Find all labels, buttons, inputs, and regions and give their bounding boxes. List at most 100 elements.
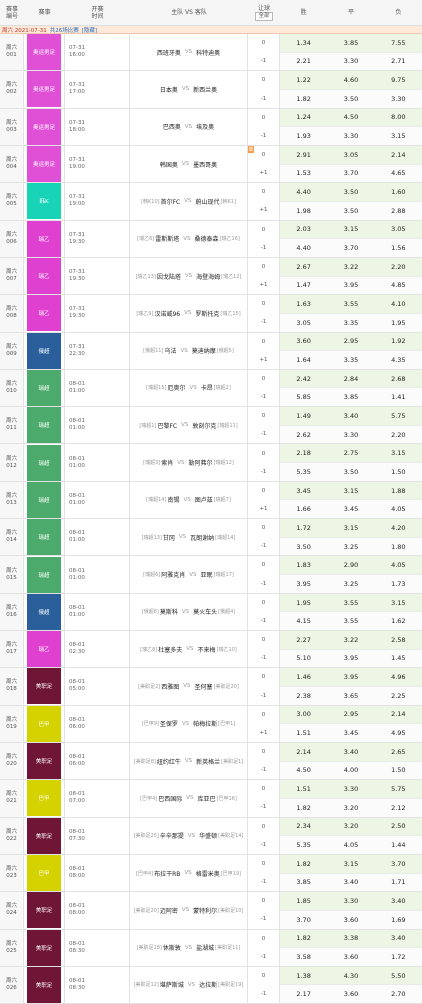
odds-lose[interactable]: 4.05 [374, 556, 422, 575]
away-team[interactable]: 埃及奥 [196, 124, 215, 132]
odds-draw[interactable]: 3.50 [327, 201, 375, 220]
event-badge[interactable]: 美职足 [27, 668, 61, 705]
odds-lose[interactable]: 1.73 [374, 575, 422, 593]
odds-win[interactable]: 1.66 [280, 500, 328, 519]
odds-draw[interactable]: 3.40 [327, 742, 375, 761]
odds-draw[interactable]: 3.45 [327, 724, 375, 742]
away-team[interactable]: 亚眠 [200, 572, 213, 580]
odds-lose[interactable]: 4.95 [374, 724, 422, 742]
odds-win[interactable]: 3.05 [280, 313, 328, 332]
away-team[interactable]: 科特迪奥 [196, 49, 221, 57]
odds-lose[interactable]: 1.41 [374, 388, 422, 407]
odds-lose[interactable]: 2.68 [374, 369, 422, 388]
away-team[interactable]: 莫火车头 [193, 609, 218, 617]
home-team[interactable]: 厄奥尔 [167, 385, 186, 393]
odds-draw[interactable]: 3.70 [327, 239, 375, 257]
event-badge[interactable]: 瑞超 [27, 369, 61, 406]
odds-lose[interactable]: 2.70 [374, 985, 422, 1004]
home-team[interactable]: 纽约红牛 [156, 758, 181, 766]
event-badge[interactable]: 奥运男足 [27, 71, 61, 108]
odds-draw[interactable]: 3.70 [327, 164, 375, 183]
odds-draw[interactable]: 3.65 [327, 686, 375, 705]
odds-win[interactable]: 1.24 [280, 108, 328, 127]
odds-lose[interactable]: 4.96 [374, 668, 422, 686]
odds-lose[interactable]: 4.10 [374, 295, 422, 313]
home-team[interactable]: 堪萨斯城 [159, 982, 184, 990]
odds-draw[interactable]: 3.45 [327, 500, 375, 519]
odds-lose[interactable]: 2.71 [374, 52, 422, 71]
event-badge[interactable]: 俄超 [27, 593, 61, 630]
odds-win[interactable]: 3.60 [280, 332, 328, 351]
away-team[interactable]: 海登海姆 [196, 273, 221, 281]
odds-lose[interactable]: 5.75 [374, 780, 422, 798]
odds-lose[interactable]: 2.58 [374, 631, 422, 649]
odds-win[interactable]: 2.18 [280, 444, 328, 463]
event-badge[interactable]: 巴甲 [27, 855, 61, 892]
away-team[interactable]: 不来梅 [197, 646, 216, 654]
odds-draw[interactable]: 2.95 [327, 705, 375, 724]
odds-win[interactable]: 2.42 [280, 369, 328, 388]
odds-draw[interactable]: 3.60 [327, 948, 375, 966]
away-team[interactable]: 墨西哥奥 [193, 161, 218, 169]
odds-win[interactable]: 2.62 [280, 425, 328, 444]
odds-draw[interactable]: 3.25 [327, 575, 375, 593]
event-badge[interactable]: 瑞乙 [27, 220, 61, 257]
home-team[interactable]: 杜塞多夫 [158, 646, 183, 654]
odds-lose[interactable]: 2.65 [374, 742, 422, 761]
odds-win[interactable]: 1.64 [280, 351, 328, 369]
event-badge[interactable]: 瑞乙 [27, 295, 61, 332]
odds-lose[interactable]: 2.14 [374, 705, 422, 724]
odds-draw[interactable]: 2.84 [327, 369, 375, 388]
event-badge[interactable]: 瑞超 [27, 407, 61, 444]
odds-draw[interactable]: 3.15 [327, 481, 375, 500]
event-badge[interactable]: 奥运男足 [27, 34, 61, 71]
away-team[interactable]: 库亚巴 [197, 795, 216, 803]
odds-lose[interactable]: 2.20 [374, 425, 422, 444]
odds-draw[interactable]: 3.40 [327, 407, 375, 425]
odds-lose[interactable]: 1.92 [374, 332, 422, 351]
odds-win[interactable]: 2.17 [280, 985, 328, 1004]
odds-win[interactable]: 3.50 [280, 537, 328, 556]
odds-draw[interactable]: 3.20 [327, 817, 375, 836]
odds-draw[interactable]: 3.55 [327, 612, 375, 630]
home-team[interactable]: 巴西奥 [162, 124, 181, 132]
event-badge[interactable]: 俄超 [27, 332, 61, 369]
odds-win[interactable]: 1.51 [280, 724, 328, 742]
odds-draw[interactable]: 2.95 [327, 332, 375, 351]
odds-win[interactable]: 1.85 [280, 892, 328, 910]
odds-lose[interactable]: 1.50 [374, 761, 422, 780]
odds-lose[interactable]: 2.88 [374, 201, 422, 220]
home-team[interactable]: 西雅图 [161, 683, 180, 691]
odds-draw[interactable]: 3.50 [327, 463, 375, 481]
odds-win[interactable]: 1.82 [280, 798, 328, 817]
odds-win[interactable]: 1.38 [280, 966, 328, 985]
event-badge[interactable]: 瑞超 [27, 556, 61, 593]
odds-lose[interactable]: 7.55 [374, 34, 422, 52]
odds-lose[interactable]: 3.15 [374, 444, 422, 463]
odds-win[interactable]: 4.50 [280, 761, 328, 780]
home-team[interactable]: 因戈陆塔 [156, 273, 181, 281]
away-team[interactable]: 格雷米奥 [195, 870, 220, 878]
odds-lose[interactable]: 1.69 [374, 910, 422, 929]
odds-win[interactable]: 5.35 [280, 463, 328, 481]
event-badge[interactable]: 奥运男足 [27, 108, 61, 145]
away-team[interactable]: 蒙特利尔 [193, 907, 218, 915]
odds-lose[interactable]: 4.85 [374, 276, 422, 295]
away-team[interactable]: 盐湖城 [196, 945, 215, 953]
odds-win[interactable]: 2.14 [280, 742, 328, 761]
odds-lose[interactable]: 3.40 [374, 929, 422, 948]
odds-win[interactable]: 3.85 [280, 873, 328, 892]
odds-lose[interactable]: 1.45 [374, 649, 422, 668]
odds-lose[interactable]: 8.00 [374, 108, 422, 127]
odds-draw[interactable]: 3.35 [327, 313, 375, 332]
away-team[interactable]: 瓦朗谢纳 [190, 534, 215, 542]
odds-win[interactable]: 1.83 [280, 556, 328, 575]
home-team[interactable]: 莫斯科 [159, 609, 178, 617]
odds-lose[interactable]: 3.05 [374, 220, 422, 239]
odds-win[interactable]: 1.47 [280, 276, 328, 295]
odds-draw[interactable]: 3.15 [327, 519, 375, 537]
odds-win[interactable]: 3.70 [280, 910, 328, 929]
odds-lose[interactable]: 1.56 [374, 239, 422, 257]
odds-lose[interactable]: 2.25 [374, 686, 422, 705]
away-team[interactable]: 蔚山现代 [195, 198, 220, 206]
